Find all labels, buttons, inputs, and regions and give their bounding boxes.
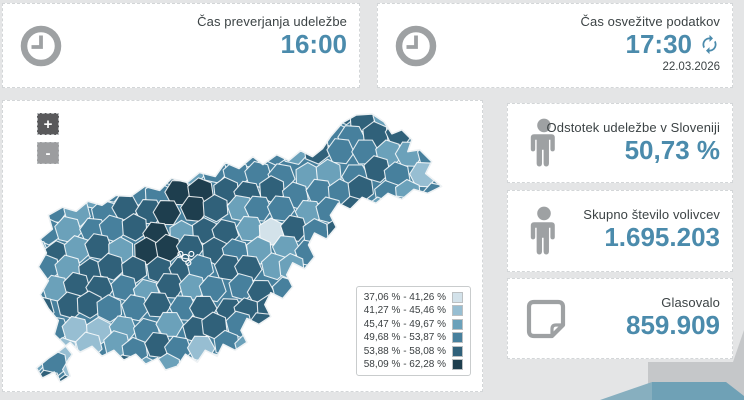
legend-label: 58,09 % - 62,28 % [363,359,446,370]
ballot-note-icon [526,299,566,338]
legend-label: 37,06 % - 41,26 % [363,291,446,303]
check-time-value: 16:00 [280,29,348,59]
voted-value: 859.909 [626,310,720,340]
refresh-time-title: Čas osvežitve podatkov [580,14,720,29]
legend-label: 45,47 % - 49,67 % [363,318,446,330]
person-icon [530,206,555,255]
person-icon [530,118,555,167]
refresh-time-value: 17:30 [625,29,693,59]
map-card: + - 37,06 % - 41,26 % 41,27 % - 45,46 % 45… [2,100,483,392]
legend-swatch [452,318,463,330]
refresh-date: 22.03.2026 [662,61,720,74]
slovenia-choropleth-map[interactable] [3,101,482,391]
turnout-title: Odstotek udeležbe v Sloveniji [546,120,720,135]
legend-swatch [452,305,463,316]
check-time-card: Čas preverjanja udeležbe 16:00 [2,3,360,88]
map-zoom-out-button[interactable]: - [37,142,59,164]
legend-swatch [452,359,463,370]
clock-icon [395,25,437,67]
legend-swatch [452,332,463,343]
refresh-time-card: Čas osvežitve podatkov 17:30 22.03.2026 [377,3,733,88]
map-legend: 37,06 % - 41,26 % 41,27 % - 45,46 % 45,47 … [355,285,471,376]
legend-row: 41,27 % - 45,46 % [364,305,463,316]
legend-row: 58,09 % - 62,28 % [364,359,463,370]
turnout-value: 50,73 % [624,135,720,165]
clock-icon [20,25,62,67]
voters-value: 1.695.203 [604,222,720,252]
legend-label: 41,27 % - 45,46 % [363,305,446,316]
legend-label: 49,68 % - 53,87 % [363,332,446,343]
check-time-title: Čas preverjanja udeležbe [197,14,347,29]
map-zoom-in-button[interactable]: + [37,113,59,135]
legend-row: 45,47 % - 49,67 % [363,318,463,330]
refresh-icon[interactable] [699,34,720,55]
legend-swatch [452,345,463,357]
voted-card: Glasovalo 859.909 [507,278,733,359]
voters-title: Skupno število volivcev [583,207,720,222]
legend-label: 53,88 % - 58,08 % [363,345,446,357]
legend-swatch [452,291,463,303]
voted-title: Glasovalo [661,295,720,310]
voters-card: Skupno število volivcev 1.695.203 [507,190,733,272]
legend-row: 49,68 % - 53,87 % [364,332,463,343]
turnout-card: Odstotek udeležbe v Sloveniji 50,73 % [507,103,733,183]
legend-row: 37,06 % - 41,26 % [363,291,463,303]
legend-row: 53,88 % - 58,08 % [363,345,463,357]
